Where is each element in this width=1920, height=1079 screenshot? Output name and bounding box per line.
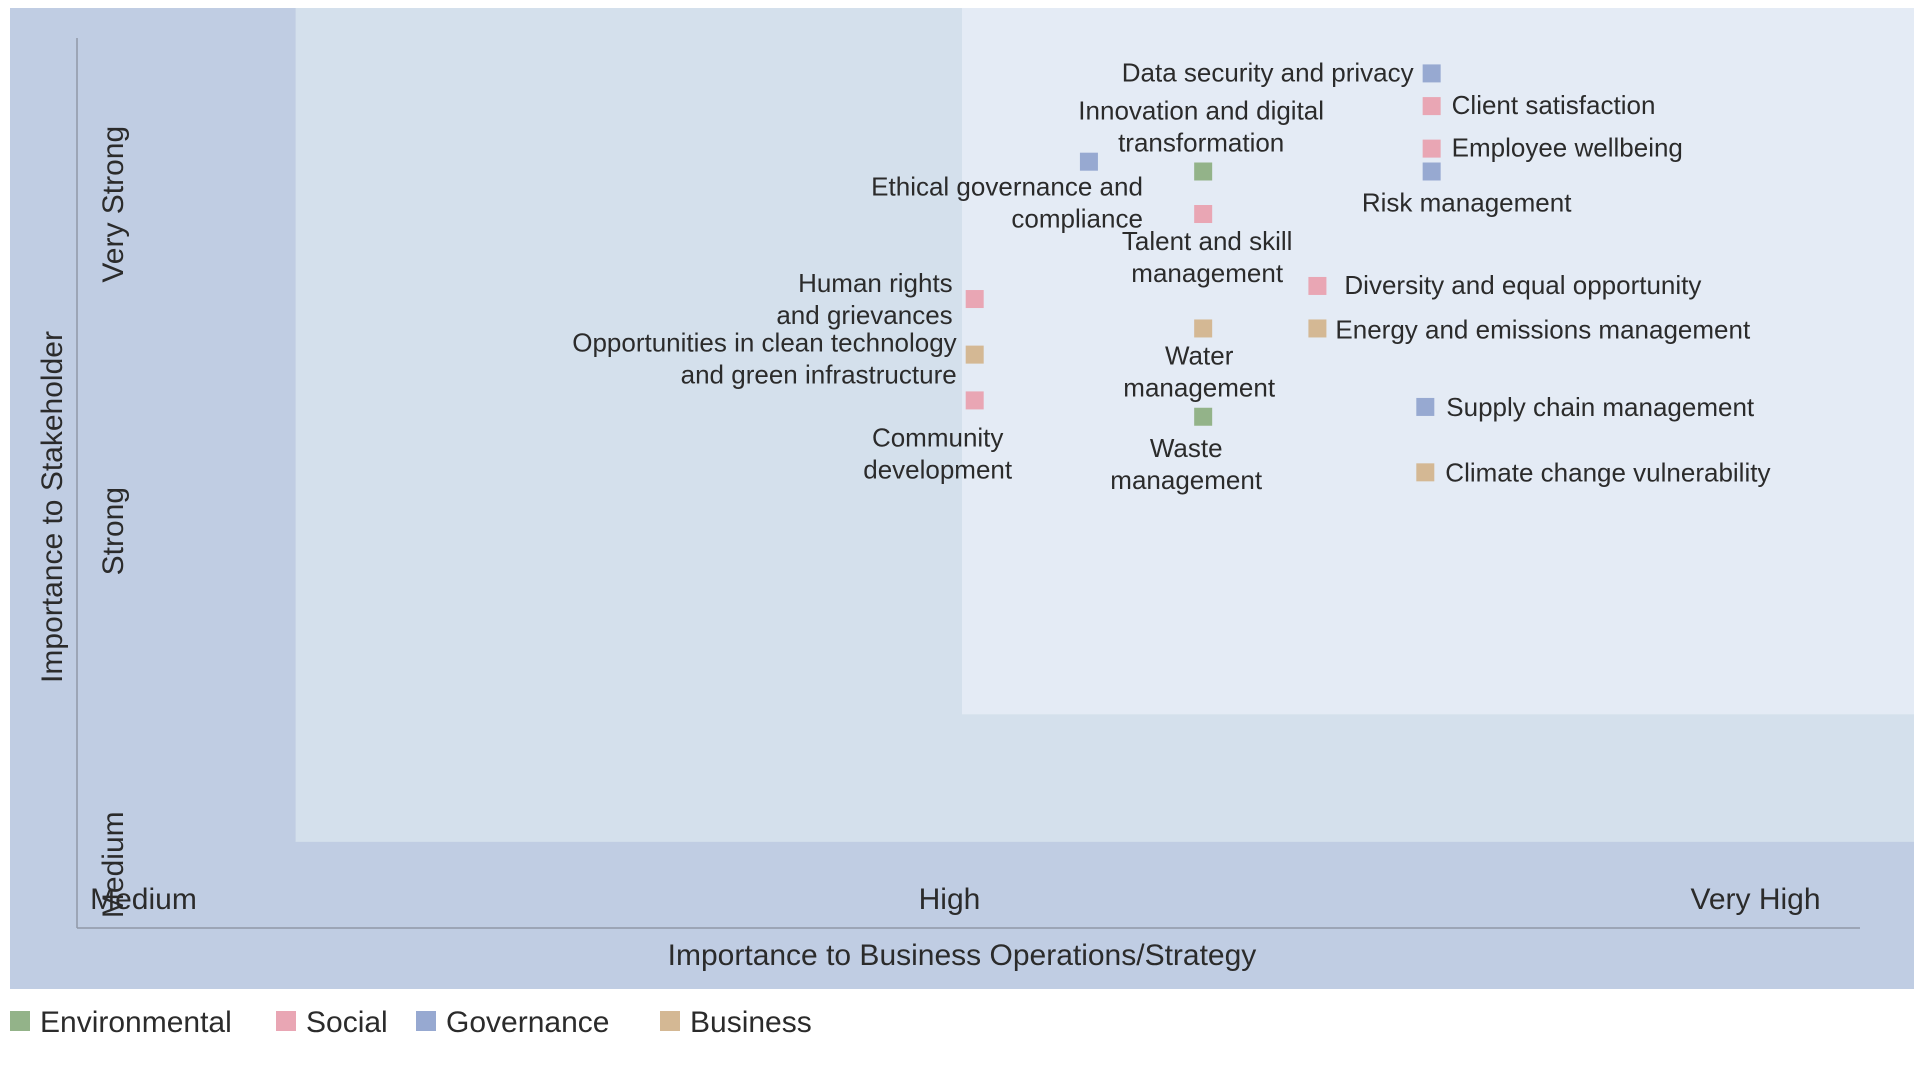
marker-supply-chain-management [1416,397,1435,416]
y-tick-label-strong: Strong [97,487,130,575]
axes: Importance to Business Operations/Strate… [36,38,1860,972]
label-line: Innovation and digital [1078,96,1324,126]
label-line: management [1110,465,1263,495]
marker-water-management [1194,319,1213,338]
y-tick-label-medium: Medium [97,811,130,918]
legend-swatch-environmental [10,1011,30,1031]
label-community-development: Community development [863,422,1013,484]
legend-swatch-governance [416,1011,436,1031]
label-diversity-and-equal-opportunity: Diversity and equal opportunity [1344,270,1701,300]
label-climate-change-vulnerability: Climate change vulnerability [1445,457,1770,487]
label-opportunities-in-clean-technology-and-green-infrastructure: Opportunities in clean technology and gre… [572,328,956,390]
marker-waste-management [1194,407,1213,426]
label-risk-management: Risk management [1362,188,1572,218]
label-talent-and-skill-management: Talent and skill management [1122,226,1293,288]
background-zones [10,8,1915,989]
marker-data-security-and-privacy [1422,64,1441,83]
legend: Environmental Social Governance Business [10,1006,812,1039]
x-axis-title: Importance to Business Operations/Strate… [668,939,1257,972]
marker-talent-and-skill-management [1194,205,1213,224]
marker-diversity-and-equal-opportunity [1308,276,1327,295]
marker-energy-and-emissions-management [1308,319,1327,338]
label-energy-and-emissions-management: Energy and emissions management [1335,314,1751,344]
label-line: Waste [1150,433,1223,463]
label-water-management: Water management [1123,340,1276,402]
legend-label-business: Business [690,1006,812,1039]
x-tick-label-medium: Medium [90,883,197,916]
label-ethical-governance-and-compliance: Ethical governance and compliance [871,172,1143,234]
label-line: management [1131,258,1284,288]
zone-inner [962,8,1914,715]
x-tick-label-high: High [919,883,981,916]
label-line: and green infrastructure [681,360,957,390]
marker-community-development [965,391,984,410]
label-line: development [863,454,1013,484]
legend-label-governance: Governance [446,1006,609,1039]
label-line: Human rights [798,268,953,298]
data-labels: Data security and privacy Client satisfac… [572,57,1770,494]
marker-climate-change-vulnerability [1416,463,1435,482]
tick-labels: Medium High Very High Medium Strong Very Stro… [90,126,1820,918]
label-line: Ethical governance and [871,172,1143,202]
label-human-rights-and-grievances: Human rights and grievances [776,268,952,330]
legend-label-social: Social [306,1006,388,1039]
y-axis-title: Importance to Stakeholder [36,331,69,683]
label-line: and grievances [776,300,952,330]
label-client-satisfaction: Client satisfaction [1452,90,1656,120]
label-waste-management: Waste management [1110,433,1263,495]
label-line: management [1123,372,1276,402]
label-line: transformation [1118,128,1284,158]
marker-human-rights-and-grievances [965,290,984,309]
label-employee-wellbeing: Employee wellbeing [1452,133,1683,163]
label-innovation-and-digital-transformation: Innovation and digital transformation [1078,96,1324,158]
label-line: compliance [1011,204,1143,234]
marker-client-satisfaction [1422,97,1441,116]
label-line: Community [872,422,1003,452]
y-tick-label-very-strong: Very Strong [97,126,130,283]
label-line: Opportunities in clean technology [572,328,956,358]
marker-ethical-governance-and-compliance [1079,152,1098,171]
legend-label-environmental: Environmental [40,1006,232,1039]
marker-employee-wellbeing [1422,139,1441,158]
marker-innovation-and-digital-transformation [1194,162,1213,181]
label-line: Talent and skill [1122,226,1293,256]
label-data-security-and-privacy: Data security and privacy [1122,57,1414,87]
marker-risk-management [1422,162,1441,181]
legend-swatch-social [276,1011,296,1031]
label-supply-chain-management: Supply chain management [1446,392,1755,422]
x-tick-label-very-high: Very High [1690,883,1820,916]
legend-swatch-business [660,1011,680,1031]
data-points [965,64,1441,482]
label-line: Water [1165,340,1234,370]
marker-opportunities-in-clean-technology-and-green-infrastructure [965,345,984,364]
